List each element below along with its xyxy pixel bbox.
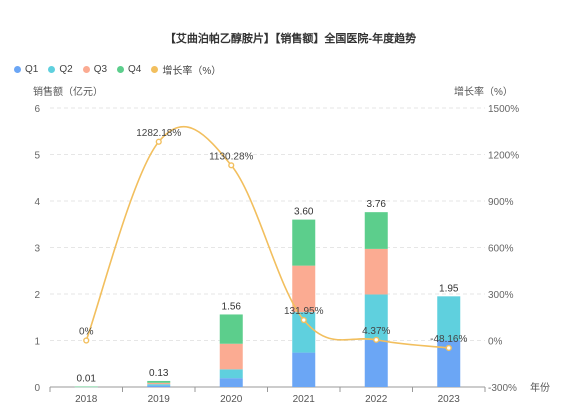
legend-label: Q1 xyxy=(25,63,39,75)
legend-label: Q4 xyxy=(128,63,142,75)
bar-q2-2022 xyxy=(364,294,388,341)
y2-axis-title: 增长率（%） xyxy=(454,85,513,98)
y-tick-label: 6 xyxy=(34,104,40,115)
bar-q4-2018 xyxy=(74,386,98,388)
bar-q3-2021 xyxy=(292,265,316,313)
y-tick-label: 2 xyxy=(34,290,40,301)
x-axis-title: 年份 xyxy=(530,381,550,394)
growth-rate-line xyxy=(85,126,449,349)
total-label-2023: 1.95 xyxy=(439,283,459,294)
legend-item-q4[interactable]: Q4 xyxy=(117,64,141,75)
chart-title: 【艾曲泊帕乙醇胺片】【销售额】全国医院-年度趋势 xyxy=(164,33,417,45)
y2-tick-label: 1200% xyxy=(488,151,519,162)
y-tick-label: 5 xyxy=(34,151,40,162)
bar-q4-2022 xyxy=(364,212,388,249)
bar-q1-2020 xyxy=(219,378,243,387)
bar-q4-2020 xyxy=(219,314,243,344)
x-tick-label: 2021 xyxy=(293,394,316,405)
x-tick-label: 2019 xyxy=(148,394,171,405)
bar-q1-2022 xyxy=(364,340,388,387)
legend-label: 增长率（%） xyxy=(162,65,222,77)
bar-q2-2021 xyxy=(292,312,316,353)
growth-label-2022: 4.37% xyxy=(362,326,390,337)
legend: Q1 Q2 Q3 Q4 增长率（%） xyxy=(14,62,231,77)
x-tick-label: 2018 xyxy=(75,394,98,405)
legend-marker xyxy=(82,65,90,73)
legend-marker xyxy=(151,65,159,73)
legend-item-growth[interactable]: 增长率（%） xyxy=(151,62,221,77)
y2-tick-label: 900% xyxy=(488,197,514,208)
bar-q3-2020 xyxy=(219,343,243,370)
y-tick-label: 0 xyxy=(34,383,40,394)
legend-marker xyxy=(117,65,125,73)
total-label-2020: 1.56 xyxy=(222,301,242,312)
total-label-2021: 3.60 xyxy=(294,207,314,218)
growth-point-2022 xyxy=(373,336,380,343)
y2-tick-label: 600% xyxy=(488,244,514,255)
growth-label-2023: -48.16% xyxy=(430,334,467,345)
y2-tick-label: -300% xyxy=(488,383,517,394)
growth-point-2021 xyxy=(300,316,307,324)
growth-point-2019 xyxy=(155,138,162,145)
bar-q2-2019 xyxy=(147,384,171,386)
x-tick-label: 2023 xyxy=(438,394,461,405)
legend-item-q3[interactable]: Q3 xyxy=(82,63,108,75)
bar-q3-2022 xyxy=(364,248,388,295)
x-tick-label: 2020 xyxy=(220,394,243,405)
bar-q2-2020 xyxy=(219,369,243,379)
legend-marker xyxy=(48,65,56,73)
y-tick-label: 3 xyxy=(34,244,40,255)
total-label-2019: 0.13 xyxy=(149,368,169,379)
bar-q4-2019 xyxy=(147,380,171,383)
y-tick-label: 1 xyxy=(34,337,40,348)
bar-q2-2023 xyxy=(437,296,461,341)
growth-point-2018 xyxy=(83,337,90,344)
y-tick-label: 4 xyxy=(34,197,40,208)
growth-point-2020 xyxy=(228,162,235,169)
growth-point-2023 xyxy=(445,344,452,352)
legend-item-q2[interactable]: Q2 xyxy=(48,63,73,75)
bar-q3-2019 xyxy=(147,382,171,385)
growth-label-2020: 1130.28% xyxy=(209,151,253,162)
growth-label-2018: 0% xyxy=(79,327,94,338)
y2-tick-label: 0% xyxy=(488,337,503,348)
growth-label-2021: 131.95% xyxy=(284,306,324,317)
bar-q1-2021 xyxy=(292,352,316,387)
legend-marker xyxy=(14,65,21,73)
bar-q1-2019 xyxy=(147,385,171,387)
total-label-2022: 3.76 xyxy=(367,199,387,210)
legend-item-q1[interactable]: Q1 xyxy=(14,64,38,75)
total-label-2018: 0.01 xyxy=(77,374,97,385)
y2-tick-label: 1500% xyxy=(488,104,519,115)
y-axis-title: 销售额（亿元） xyxy=(33,85,103,98)
y2-tick-label: 300% xyxy=(488,290,514,301)
growth-label-2019: 1282.18% xyxy=(136,128,181,139)
legend-label: Q2 xyxy=(59,63,73,75)
bar-q4-2021 xyxy=(292,219,316,266)
legend-label: Q3 xyxy=(93,63,108,75)
x-tick-label: 2022 xyxy=(365,394,388,405)
bar-q1-2023 xyxy=(437,340,461,387)
